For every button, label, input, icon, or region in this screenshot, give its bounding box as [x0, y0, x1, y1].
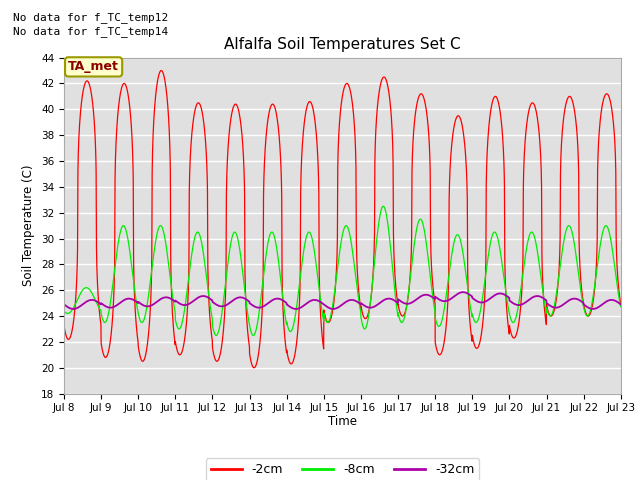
Text: No data for f_TC_temp14: No data for f_TC_temp14	[13, 26, 168, 37]
-8cm	[60, 308, 68, 314]
-2cm	[157, 68, 164, 74]
-8cm	[298, 262, 305, 268]
-32cm	[298, 304, 305, 310]
Y-axis label: Soil Temperature (C): Soil Temperature (C)	[22, 165, 35, 287]
Text: TA_met: TA_met	[68, 60, 119, 73]
Legend: -2cm, -8cm, -32cm: -2cm, -8cm, -32cm	[205, 458, 479, 480]
-8cm	[380, 204, 387, 209]
-2cm	[60, 323, 68, 329]
-2cm	[157, 68, 165, 73]
-2cm	[298, 149, 306, 155]
-8cm	[157, 223, 164, 228]
Line: -32cm: -32cm	[64, 292, 621, 309]
-8cm	[274, 252, 282, 258]
Title: Alfalfa Soil Temperatures Set C: Alfalfa Soil Temperatures Set C	[224, 37, 461, 52]
-32cm	[124, 296, 131, 301]
-8cm	[606, 233, 614, 239]
Line: -2cm: -2cm	[64, 71, 621, 368]
-8cm	[547, 313, 554, 319]
-32cm	[274, 296, 282, 301]
-2cm	[250, 365, 258, 371]
-32cm	[60, 301, 68, 307]
-8cm	[124, 234, 131, 240]
-2cm	[124, 88, 131, 94]
-32cm	[157, 296, 164, 302]
-8cm	[212, 333, 220, 338]
-32cm	[617, 301, 625, 307]
-32cm	[606, 297, 614, 303]
Line: -8cm: -8cm	[64, 206, 621, 336]
-32cm	[547, 303, 554, 309]
Text: No data for f_TC_temp12: No data for f_TC_temp12	[13, 12, 168, 23]
-2cm	[547, 312, 554, 318]
-8cm	[617, 304, 625, 310]
-32cm	[69, 306, 77, 312]
X-axis label: Time: Time	[328, 415, 357, 428]
-2cm	[274, 120, 282, 126]
-32cm	[460, 289, 467, 295]
-2cm	[606, 97, 614, 103]
-2cm	[617, 300, 625, 306]
